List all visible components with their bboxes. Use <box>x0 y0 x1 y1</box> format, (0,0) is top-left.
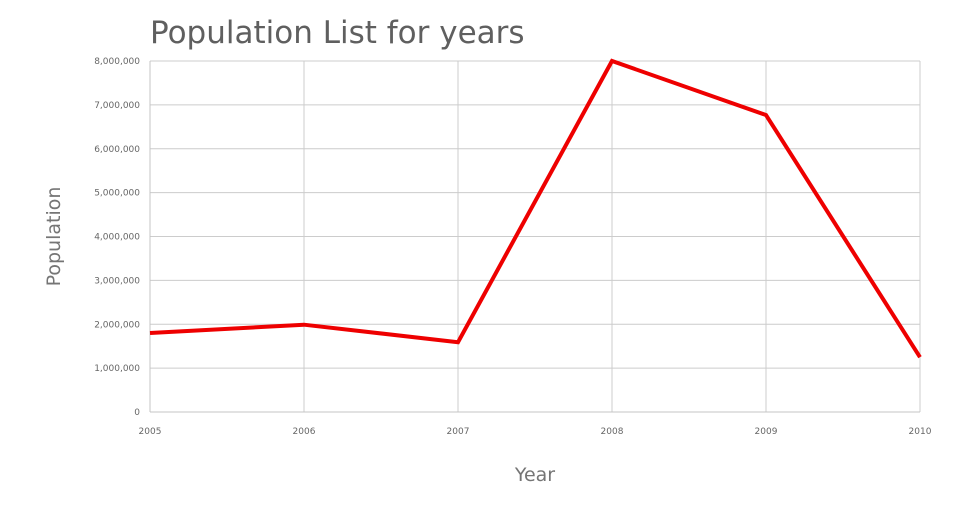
tick-labels: 0 1,000,000 2,000,000 3,000,000 4,000,000 5,0… <box>94 57 932 437</box>
y-axis-title: Population <box>43 187 65 287</box>
series-line <box>149 58 922 359</box>
x-axis-title: Year <box>514 464 555 486</box>
x-tick-label: 2006 <box>293 427 316 437</box>
x-tick-label: 2008 <box>601 427 624 437</box>
y-tick-label: 5,000,000 <box>94 189 140 199</box>
y-tick-label: 3,000,000 <box>94 276 140 286</box>
x-tick-label: 2007 <box>447 427 470 437</box>
y-tick-label: 0 <box>134 408 140 418</box>
axes <box>149 61 920 413</box>
grid <box>150 60 921 412</box>
y-tick-label: 1,000,000 <box>94 364 140 374</box>
series-layer <box>149 58 922 359</box>
y-tick-label: 2,000,000 <box>94 320 140 330</box>
x-tick-label: 2005 <box>139 427 162 437</box>
x-tick-label: 2010 <box>909 427 932 437</box>
y-tick-label: 6,000,000 <box>94 145 140 155</box>
x-tick-label: 2009 <box>755 427 778 437</box>
y-tick-label: 4,000,000 <box>94 233 140 243</box>
chart-title: Population List for years <box>150 15 525 51</box>
y-tick-label: 8,000,000 <box>94 57 140 67</box>
y-tick-label: 7,000,000 <box>94 101 140 111</box>
